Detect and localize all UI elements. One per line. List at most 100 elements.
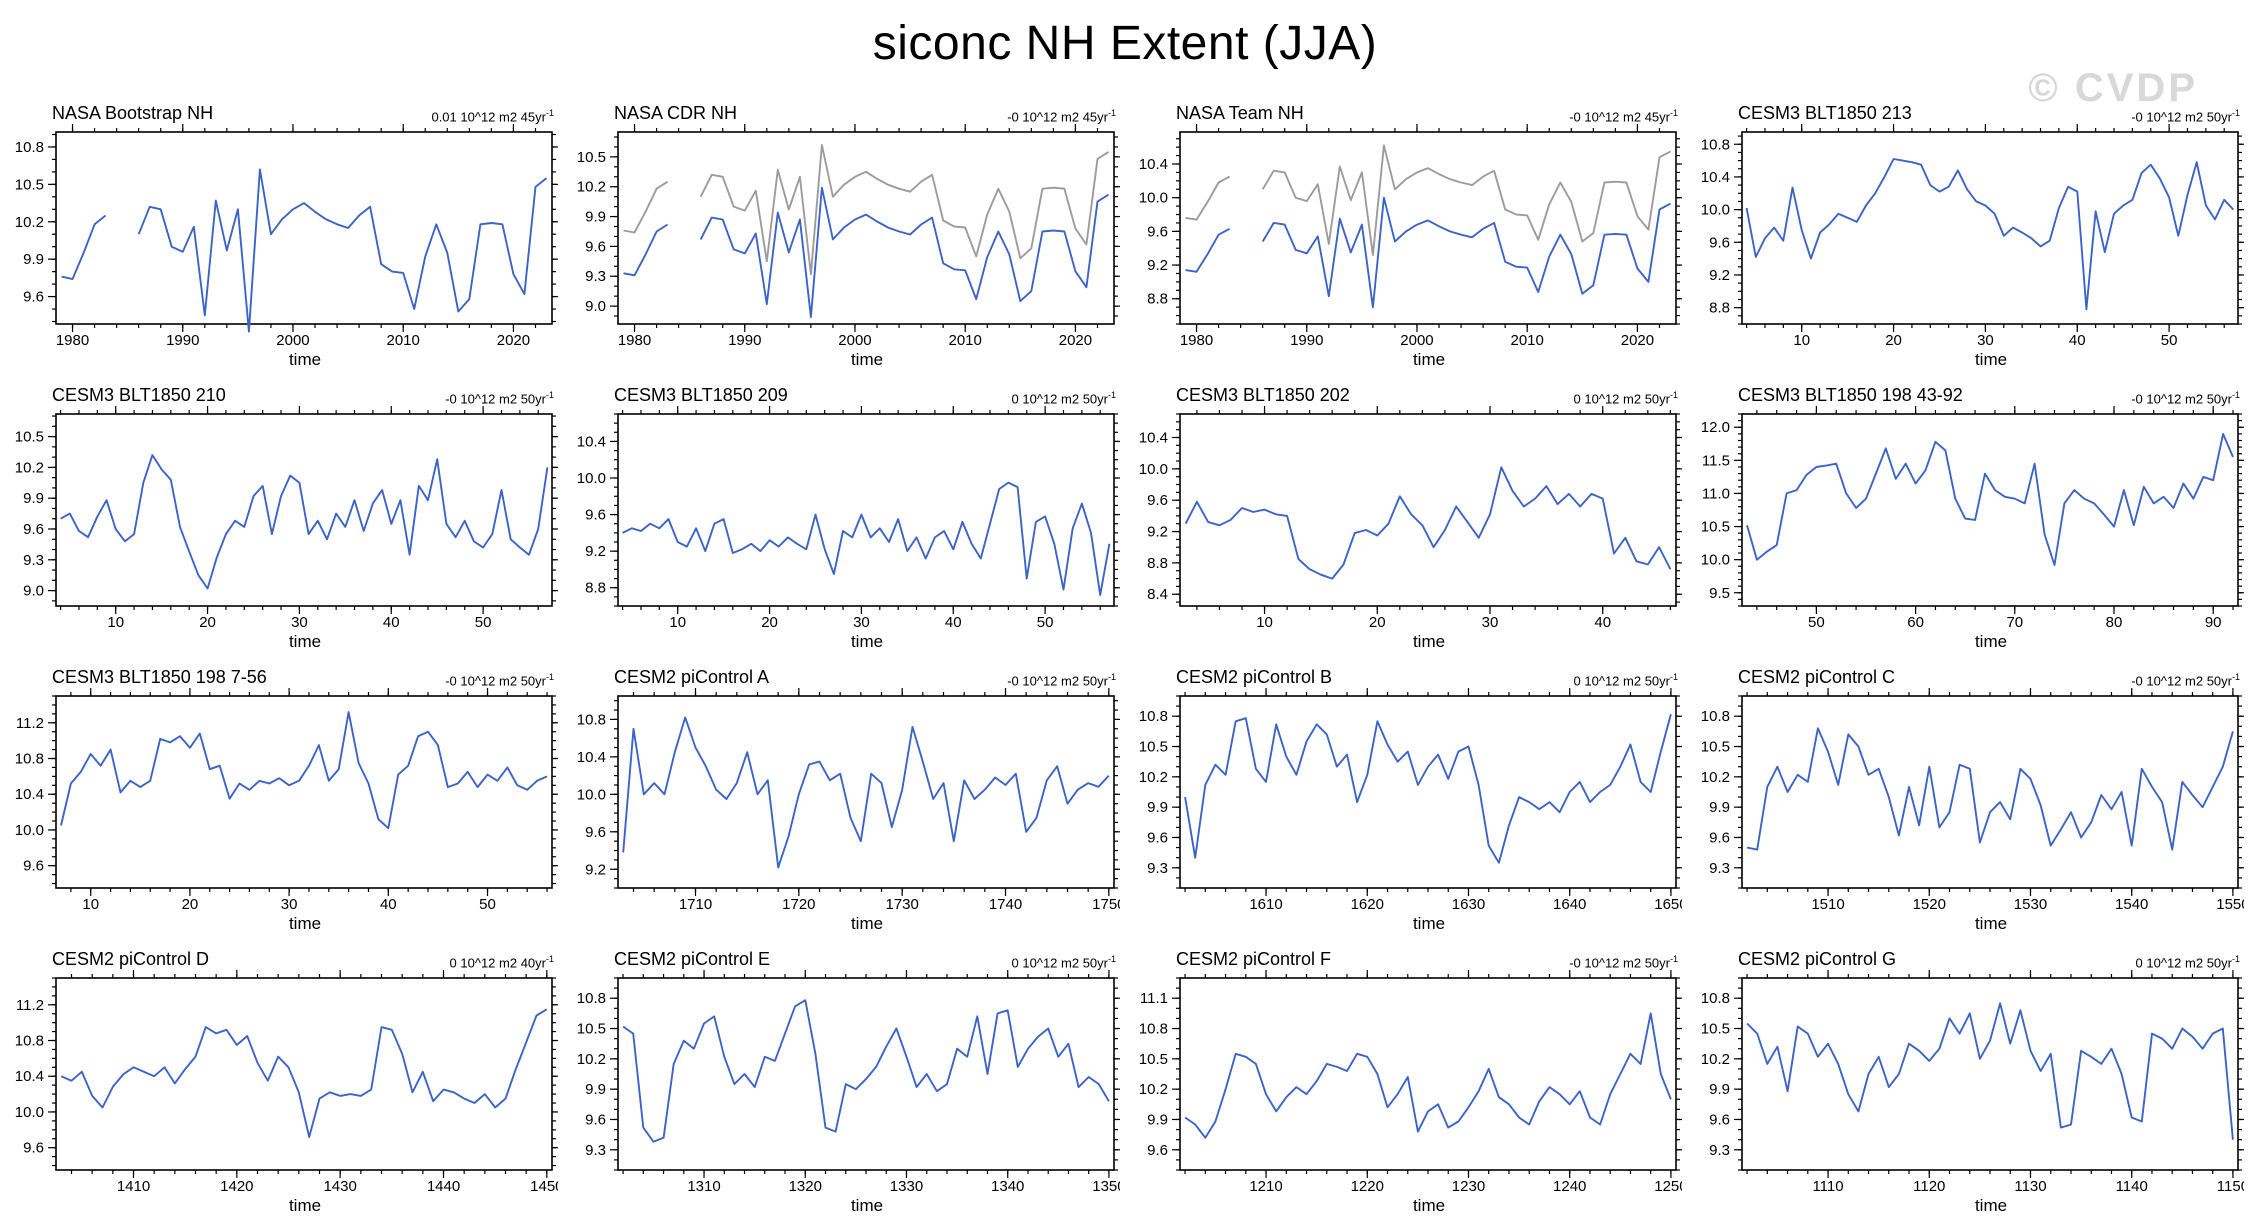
svg-text:1350: 1350 <box>1092 1178 1120 1195</box>
svg-text:1550: 1550 <box>2216 896 2244 913</box>
svg-text:9.9: 9.9 <box>1709 1081 1730 1098</box>
x-axis-label: time <box>1974 914 2008 933</box>
svg-text:10.5: 10.5 <box>577 149 606 166</box>
panel-cesm3-blt1850-209: CESM3 BLT1850 209 0 10^12 m2 50yr-1 10 20… <box>563 382 1125 664</box>
panel-nasa-bootstrap-nh: NASA Bootstrap NH 0.01 10^12 m2 45yr-1 1… <box>1 100 563 382</box>
svg-text:80: 80 <box>2106 614 2123 631</box>
x-axis-label: time <box>1412 1196 1446 1215</box>
svg-text:30: 30 <box>1977 332 1994 349</box>
x-axis-label: time <box>1412 914 1446 933</box>
panel-title: CESM3 BLT1850 202 <box>1176 385 1350 405</box>
plot-area: 10 20 30 40 10.4 10.0 9.6 9.2 8.8 8.4 <box>1130 406 1682 636</box>
svg-text:1990: 1990 <box>166 332 199 349</box>
panel-header: CESM2 piControl D 0 10^12 m2 40yr-1 <box>6 946 558 970</box>
svg-text:9.3: 9.3 <box>1147 860 1168 877</box>
chart-svg: 10 20 30 40 50 10.8 10.4 10.0 9.6 9.2 8.8 <box>1701 124 2244 349</box>
svg-text:1220: 1220 <box>1351 1178 1384 1195</box>
trend-exponent: -1 <box>2231 389 2240 400</box>
panel-nasa-cdr-nh: NASA CDR NH -0 10^12 m2 45yr-1 1980 1990 2… <box>563 100 1125 382</box>
svg-text:2000: 2000 <box>838 332 871 349</box>
svg-text:9.2: 9.2 <box>585 861 606 878</box>
svg-text:10.4: 10.4 <box>15 786 44 803</box>
panel-title: CESM2 piControl B <box>1176 667 1333 687</box>
svg-text:10.2: 10.2 <box>1701 769 1730 786</box>
svg-text:10.0: 10.0 <box>1701 202 1730 219</box>
chart-svg: 1410 1420 1430 1440 1450 11.2 10.8 10.4 10.0 9.6 <box>15 970 558 1195</box>
svg-text:9.6: 9.6 <box>585 1111 606 1128</box>
trend-exponent: -1 <box>545 107 554 118</box>
svg-text:9.6: 9.6 <box>1147 829 1168 846</box>
svg-text:11.5: 11.5 <box>1702 452 1730 469</box>
panel-header: CESM2 piControl E 0 10^12 m2 50yr-1 <box>568 946 1120 970</box>
svg-text:9.6: 9.6 <box>1147 492 1168 509</box>
chart-svg: 1310 1320 1330 1340 1350 10.8 10.5 10.2 9.9 9.6 9.… <box>577 970 1120 1195</box>
svg-text:1980: 1980 <box>1180 332 1213 349</box>
svg-text:10: 10 <box>107 614 124 631</box>
svg-text:20: 20 <box>1369 614 1386 631</box>
x-axis-label: time <box>1412 350 1446 369</box>
chart-svg: 10 20 30 40 50 10.4 10.0 9.6 9.2 8.8 <box>577 406 1120 631</box>
svg-text:1250: 1250 <box>1654 1178 1682 1195</box>
svg-text:9.3: 9.3 <box>1709 1142 1730 1159</box>
panel-cesm3-blt1850-213: CESM3 BLT1850 213 -0 10^12 m2 50yr-1 10 2… <box>1687 100 2249 382</box>
svg-text:10.0: 10.0 <box>1139 190 1168 207</box>
trend-exponent: -1 <box>1107 953 1116 964</box>
trend-exponent: -1 <box>545 389 554 400</box>
series-model <box>60 454 549 590</box>
svg-text:9.9: 9.9 <box>1147 799 1168 816</box>
panel-header: NASA Bootstrap NH 0.01 10^12 m2 45yr-1 <box>6 100 558 124</box>
svg-text:1540: 1540 <box>2115 896 2148 913</box>
svg-text:1720: 1720 <box>782 896 815 913</box>
svg-text:10.5: 10.5 <box>1139 1051 1168 1068</box>
svg-text:1530: 1530 <box>2014 896 2047 913</box>
svg-text:1440: 1440 <box>427 1178 460 1195</box>
plot-area: 1410 1420 1430 1440 1450 11.2 10.8 10.4 10.0 9.6 <box>6 970 558 1200</box>
svg-text:1520: 1520 <box>1913 896 1946 913</box>
svg-text:1120: 1120 <box>1913 1178 1945 1195</box>
panel-header: CESM2 piControl G 0 10^12 m2 50yr-1 <box>1692 946 2244 970</box>
x-axis-label: time <box>850 914 884 933</box>
svg-text:10.8: 10.8 <box>1701 136 1730 153</box>
svg-text:9.2: 9.2 <box>1709 267 1730 284</box>
series-model <box>1746 727 2234 851</box>
svg-text:8.4: 8.4 <box>1147 586 1168 603</box>
series-model <box>622 481 1111 596</box>
svg-text:12.0: 12.0 <box>1701 419 1730 436</box>
series-nasa-team <box>1185 196 1671 309</box>
svg-text:40: 40 <box>380 896 397 913</box>
trend-exponent: -1 <box>545 671 554 682</box>
svg-text:8.8: 8.8 <box>585 580 606 597</box>
series-model <box>1746 432 2234 566</box>
chart-svg: 1110 1120 1130 1140 1150 10.8 10.5 10.2 9.9 9.6 9.… <box>1701 970 2244 1195</box>
trend-label: -0 10^12 m2 50yr-1 <box>445 389 554 406</box>
trend-label: -0 10^12 m2 45yr-1 <box>1569 107 1678 124</box>
svg-text:9.9: 9.9 <box>1147 1111 1168 1128</box>
chart-svg: 10 20 30 40 50 10.5 10.2 9.9 9.6 9.3 9.0 <box>15 406 558 631</box>
svg-text:1640: 1640 <box>1553 896 1586 913</box>
svg-text:9.0: 9.0 <box>585 298 606 315</box>
plot-area: 10 20 30 40 50 10.8 10.4 10.0 9.6 9.2 8.8 <box>1692 124 2244 354</box>
svg-text:1980: 1980 <box>56 332 89 349</box>
panel-header: NASA CDR NH -0 10^12 m2 45yr-1 <box>568 100 1120 124</box>
svg-text:9.9: 9.9 <box>1709 799 1730 816</box>
svg-text:10.2: 10.2 <box>15 459 44 476</box>
svg-text:1420: 1420 <box>220 1178 253 1195</box>
panel-title: CESM2 piControl A <box>614 667 770 687</box>
svg-text:2000: 2000 <box>1400 332 1433 349</box>
svg-text:9.0: 9.0 <box>23 583 44 600</box>
series-model <box>622 716 1110 869</box>
trend-exponent: -1 <box>1669 107 1678 118</box>
svg-text:30: 30 <box>1482 614 1499 631</box>
svg-text:9.3: 9.3 <box>585 1142 606 1159</box>
svg-text:11.0: 11.0 <box>1702 485 1730 502</box>
svg-text:1510: 1510 <box>1811 896 1844 913</box>
svg-text:20: 20 <box>761 614 778 631</box>
chart-svg: 1210 1220 1230 1240 1250 11.1 10.8 10.5 10.2 9.9 9… <box>1139 970 1682 1195</box>
svg-text:10.2: 10.2 <box>577 1051 606 1068</box>
trend-label: -0 10^12 m2 50yr-1 <box>2131 107 2240 124</box>
svg-text:20: 20 <box>199 614 216 631</box>
panel-cesm3-blt1850-198-43-92: CESM3 BLT1850 198 43-92 -0 10^12 m2 50yr… <box>1687 382 2249 664</box>
svg-text:1330: 1330 <box>890 1178 923 1195</box>
svg-text:10.5: 10.5 <box>1701 519 1730 536</box>
series-model <box>1184 713 1672 864</box>
